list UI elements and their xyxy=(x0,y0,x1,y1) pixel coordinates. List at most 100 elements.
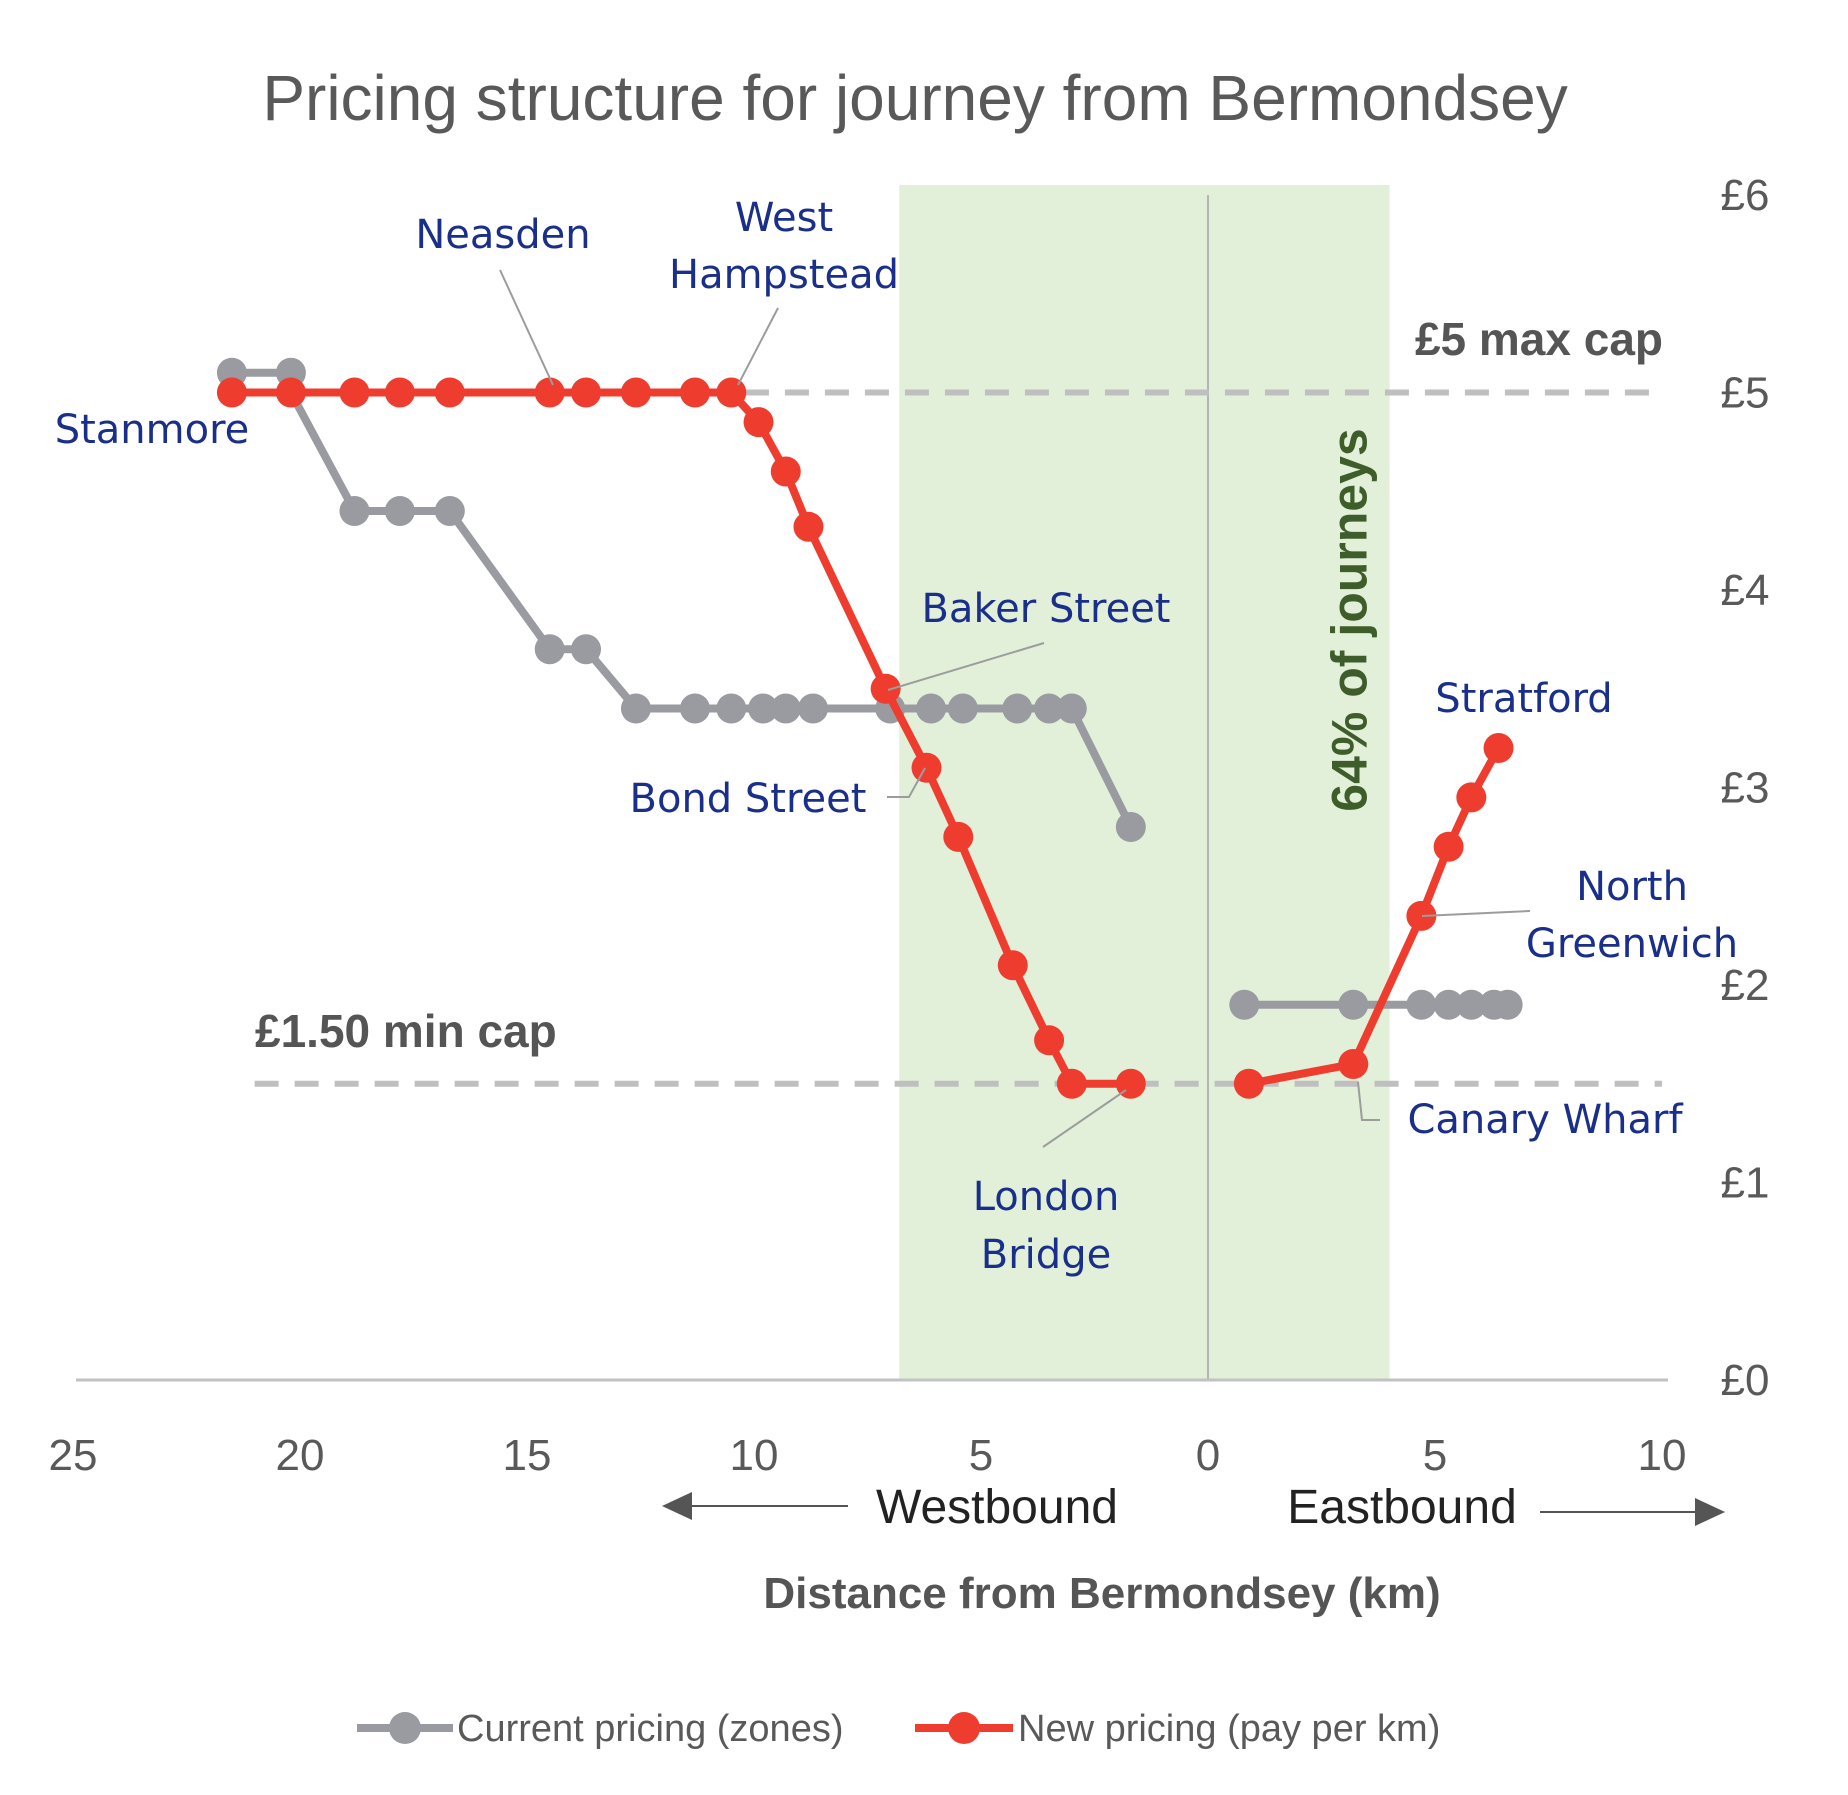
new-pricing-point xyxy=(1456,782,1487,813)
west-hampstead-leader xyxy=(737,307,779,386)
current-pricing-point xyxy=(534,634,565,665)
station-label-neasden: Neasden xyxy=(415,212,590,258)
y-tick-label: £3 xyxy=(1721,764,1770,813)
current-pricing-point xyxy=(947,693,978,724)
x-tick-label: 10 xyxy=(1638,1431,1687,1480)
y-tick-label: £5 xyxy=(1721,369,1770,418)
new-pricing-point xyxy=(743,407,774,438)
legend-item-new: New pricing (pay per km) xyxy=(915,1708,1440,1750)
current-pricing-point xyxy=(1406,989,1437,1020)
north-greenwich-leader xyxy=(1421,910,1531,917)
new-pricing-point xyxy=(716,377,747,408)
neasden-leader xyxy=(499,269,554,386)
station-label-stratford: Stratford xyxy=(1435,676,1612,722)
current-pricing-point xyxy=(916,693,947,724)
new-pricing-point xyxy=(870,673,901,704)
y-tick-label: £1 xyxy=(1721,1159,1770,1208)
station-label-west-hampstead: Hampstead xyxy=(669,252,899,298)
bond-street-leader xyxy=(887,767,926,798)
current-pricing-point xyxy=(770,693,801,724)
station-label-west-hampstead: West xyxy=(735,195,833,241)
current-pricing-point xyxy=(1002,693,1033,724)
x-tick-label: 15 xyxy=(503,1431,552,1480)
y-tick-label: £6 xyxy=(1721,171,1770,220)
shaded-band xyxy=(899,185,1390,1380)
new-pricing-point xyxy=(1406,900,1437,931)
x-tick-label: 20 xyxy=(276,1431,325,1480)
new-pricing-point xyxy=(216,377,247,408)
series-layer xyxy=(216,357,1523,1099)
chart-title: Pricing structure for journey from Bermo… xyxy=(262,62,1567,134)
station-label-baker-street: Baker Street xyxy=(921,586,1170,632)
current-pricing-point xyxy=(679,693,710,724)
station-label-london-bridge: London xyxy=(973,1174,1120,1220)
station-label-north-greenwich: North xyxy=(1576,864,1688,910)
new-pricing-point xyxy=(770,456,801,487)
baker-street-leader xyxy=(887,642,1045,691)
new-pricing-point xyxy=(434,377,465,408)
y-tick-label: £2 xyxy=(1721,961,1770,1010)
current-pricing-point xyxy=(798,693,829,724)
new-pricing-point xyxy=(1483,733,1514,763)
new-pricing-point xyxy=(911,752,942,783)
new-pricing-point xyxy=(571,377,602,408)
current-pricing-point xyxy=(1034,693,1065,724)
westbound-arrow xyxy=(662,1492,848,1520)
station-label-bond-street: Bond Street xyxy=(630,776,867,822)
min-cap-label: £1.50 min cap xyxy=(255,1005,557,1057)
x-axis-title: Distance from Bermondsey (km) xyxy=(763,1569,1440,1618)
new-pricing-point xyxy=(384,377,415,408)
svg-text:New pricing (pay per km): New pricing (pay per km) xyxy=(1018,1708,1440,1750)
new-pricing-point xyxy=(1034,1025,1065,1056)
current-pricing-point xyxy=(571,634,602,665)
new-pricing-point xyxy=(275,377,306,408)
canary-wharf-leader xyxy=(1357,1081,1380,1121)
new-pricing-point xyxy=(339,377,370,408)
new-pricing-point xyxy=(1056,1068,1087,1099)
new-pricing-point xyxy=(943,821,974,852)
x-tick-label: 25 xyxy=(49,1431,98,1480)
new-pricing-point xyxy=(1338,1049,1369,1079)
new-pricing-point xyxy=(534,377,565,408)
eastbound-arrow xyxy=(1540,1498,1725,1526)
x-tick-label: 0 xyxy=(1196,1431,1220,1480)
current-pricing-point xyxy=(1492,989,1523,1020)
station-labels: Stanmore Neasden West Hampstead Baker St… xyxy=(55,195,1738,1278)
station-label-north-greenwich: Greenwich xyxy=(1526,921,1738,967)
current-pricing-point xyxy=(748,693,779,724)
station-label-canary-wharf: Canary Wharf xyxy=(1407,1097,1683,1143)
station-leaders xyxy=(499,269,1531,1148)
current-pricing-point xyxy=(620,693,651,724)
westbound-label: Westbound xyxy=(876,1481,1118,1534)
current-pricing-point xyxy=(339,496,370,526)
y-tick-label: £0 xyxy=(1721,1356,1770,1405)
new-pricing-point xyxy=(1233,1068,1264,1099)
current-pricing-point xyxy=(384,496,415,526)
current-pricing-point xyxy=(1229,989,1260,1020)
current-pricing-point xyxy=(1338,989,1369,1020)
new-pricing-point xyxy=(793,511,824,542)
series-new-pricing xyxy=(216,377,1514,1099)
new-pricing-point xyxy=(620,377,651,408)
legend: Current pricing (zones) New pricing (pay… xyxy=(357,1708,1440,1750)
current-pricing-point xyxy=(434,496,465,526)
new-pricing-point xyxy=(1433,831,1464,862)
station-label-stanmore: Stanmore xyxy=(55,407,250,453)
max-cap-label: £5 max cap xyxy=(1415,313,1663,365)
current-pricing-point xyxy=(716,693,747,724)
eastbound-label: Eastbound xyxy=(1287,1481,1517,1534)
station-label-london-bridge: Bridge xyxy=(981,1232,1111,1278)
y-tick-label: £4 xyxy=(1721,566,1770,615)
reference-lines xyxy=(254,389,1662,1087)
london-bridge-leader xyxy=(1042,1089,1127,1148)
new-pricing-point xyxy=(679,377,710,408)
x-tick-labels: 25 20 15 10 5 0 5 10 xyxy=(49,1431,1687,1480)
current-pricing-point xyxy=(1056,693,1087,724)
y-tick-labels: £0 £1 £2 £3 £4 £5 £6 xyxy=(1721,171,1770,1405)
legend-item-current: Current pricing (zones) xyxy=(357,1708,843,1750)
new-pricing-point xyxy=(997,950,1028,981)
current-pricing-point xyxy=(1433,989,1464,1020)
svg-text:Current pricing (zones): Current pricing (zones) xyxy=(457,1708,843,1750)
x-tick-label: 5 xyxy=(1423,1431,1447,1480)
